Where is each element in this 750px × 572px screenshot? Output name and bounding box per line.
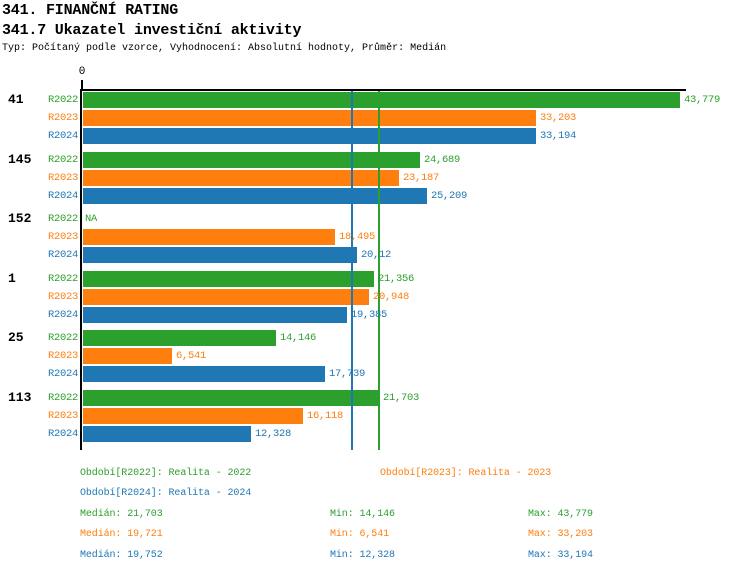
bar <box>83 408 303 424</box>
bar-value-label: 20,12 <box>361 249 392 261</box>
legend-item-r2022: Období[R2022]: Realita - 2022 <box>80 468 252 479</box>
stat-max-r2022: Max: 43,779 <box>528 509 593 520</box>
stat-median-r2023: Medián: 19,721 <box>80 529 163 540</box>
year-label: R2022 <box>47 392 78 404</box>
year-label: R2023 <box>47 231 78 243</box>
year-label: R2022 <box>47 154 78 166</box>
bar-value-label: 12,328 <box>255 428 292 440</box>
bar-value-label: 24,689 <box>424 154 461 166</box>
bar-value-label: 17,739 <box>329 368 366 380</box>
bar <box>83 390 379 406</box>
bar-value-label: 16,118 <box>307 410 344 422</box>
bar <box>83 110 536 126</box>
bar <box>83 271 374 287</box>
stat-min-r2023: Min: 6,541 <box>330 529 390 540</box>
bar-value-label: 21,703 <box>383 392 420 404</box>
bar-value-label: 21,356 <box>378 273 415 285</box>
stat-median-r2022: Medián: 21,703 <box>80 509 163 520</box>
year-label: R2024 <box>47 190 78 202</box>
bar <box>83 247 357 263</box>
year-label: R2022 <box>47 332 78 344</box>
bar <box>83 188 427 204</box>
bar-value-label: 25,209 <box>431 190 468 202</box>
bar-value-label: 33,203 <box>540 112 577 124</box>
bar <box>83 128 536 144</box>
year-label: R2023 <box>47 112 78 124</box>
year-label: R2023 <box>47 172 78 184</box>
year-label: R2023 <box>47 350 78 362</box>
stat-max-r2024: Max: 33,194 <box>528 550 593 561</box>
bar-value-label: 19,385 <box>351 309 388 321</box>
year-label: R2024 <box>47 249 78 261</box>
year-label: R2024 <box>47 368 78 380</box>
stat-max-r2023: Max: 33,203 <box>528 529 593 540</box>
stat-median-r2024: Medián: 19,752 <box>80 550 163 561</box>
bar-value-label: 18,495 <box>339 231 376 243</box>
year-label: R2024 <box>47 130 78 142</box>
year-label: R2022 <box>47 94 78 106</box>
year-label: R2023 <box>47 291 78 303</box>
axis-zero-tick-mark <box>81 80 83 90</box>
bar <box>83 330 276 346</box>
group-label: 145 <box>8 152 32 167</box>
bar <box>83 152 420 168</box>
group-label: 25 <box>8 330 24 345</box>
bar <box>83 366 325 382</box>
year-label: R2024 <box>47 428 78 440</box>
stat-min-r2022: Min: 14,146 <box>330 509 395 520</box>
group-label: 113 <box>8 390 32 405</box>
bar <box>83 92 680 108</box>
bar-value-label: 14,146 <box>280 332 317 344</box>
median-reference-line <box>378 91 380 450</box>
bar <box>83 229 335 245</box>
legend-item-r2023: Období[R2023]: Realita - 2023 <box>380 468 552 479</box>
bar-value-label: 20,948 <box>373 291 410 303</box>
group-label: 41 <box>8 92 24 107</box>
stat-min-r2024: Min: 12,328 <box>330 550 395 561</box>
bar <box>83 348 172 364</box>
bar-value-label: 23,187 <box>403 172 440 184</box>
year-label: R2024 <box>47 309 78 321</box>
median-reference-line <box>351 91 353 450</box>
bar <box>83 289 369 305</box>
year-label: R2022 <box>47 213 78 225</box>
bar <box>83 307 347 323</box>
bar <box>83 426 251 442</box>
bar-na-label: NA <box>85 213 98 225</box>
report-title: 341. FINANČNÍ RATING <box>2 2 179 19</box>
bar-value-label: 43,779 <box>684 94 721 106</box>
axis-zero-tick-label: 0 <box>78 66 86 78</box>
bar-value-label: 33,194 <box>540 130 577 142</box>
chart-top-axis-line <box>80 89 686 91</box>
group-label: 1 <box>8 271 16 286</box>
year-label: R2023 <box>47 410 78 422</box>
chart-y-axis-line <box>80 89 82 450</box>
bar <box>83 170 399 186</box>
bar-value-label: 6,541 <box>176 350 207 362</box>
report-subtitle: 341.7 Ukazatel investiční aktivity <box>2 22 302 39</box>
legend-item-r2024: Období[R2024]: Realita - 2024 <box>80 488 252 499</box>
year-label: R2022 <box>47 273 78 285</box>
report-meta-line: Typ: Počítaný podle vzorce, Vyhodnocení:… <box>2 43 447 54</box>
group-label: 152 <box>8 211 32 226</box>
